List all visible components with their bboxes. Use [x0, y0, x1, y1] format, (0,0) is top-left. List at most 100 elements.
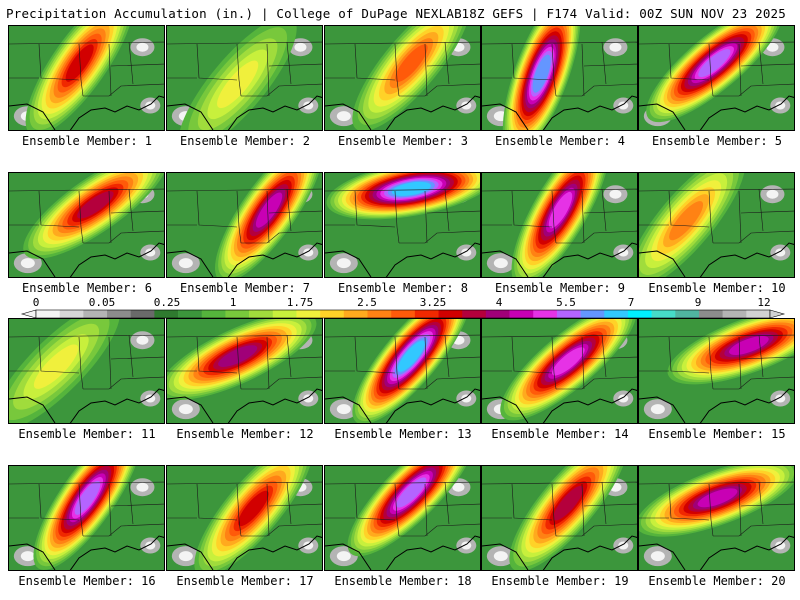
- colorbar-swatch: [130, 310, 155, 318]
- colorbar-swatch: [722, 310, 747, 318]
- member-label: Ensemble Member: 4: [494, 134, 626, 148]
- member-label: Ensemble Member: 18: [334, 574, 472, 588]
- precip-field: [639, 466, 794, 570]
- colorbar-swatch: [580, 310, 605, 318]
- colorbar-swatch: [201, 310, 226, 318]
- ensemble-map-panel: [481, 465, 638, 571]
- run-valid-time: 18Z GEFS | F174 Valid: 00Z SUN NOV 23 20…: [461, 6, 786, 21]
- precip-field: [9, 466, 164, 570]
- colorbar-min-arrow: [20, 309, 37, 319]
- colorbar-swatch: [320, 310, 345, 318]
- ensemble-map-panel: [166, 172, 323, 278]
- member-label: Ensemble Member: 14: [491, 427, 629, 441]
- member-label: Ensemble Member: 6: [21, 281, 153, 295]
- ensemble-map-panel: [638, 172, 795, 278]
- colorbar-swatch: [675, 310, 700, 318]
- colorbar-swatch: [249, 310, 274, 318]
- ensemble-map-panel: [166, 465, 323, 571]
- precip-field: [167, 26, 322, 130]
- colorbar-swatch: [604, 310, 629, 318]
- ensemble-map-panel: [324, 172, 481, 278]
- member-label: Ensemble Member: 15: [648, 427, 786, 441]
- ensemble-map-panel: [8, 25, 165, 131]
- colorbar-swatch: [391, 310, 416, 318]
- colorbar-tick-label: 0: [32, 296, 40, 309]
- ensemble-map-panel: [481, 172, 638, 278]
- colorbar-tick-label: 1: [229, 296, 237, 309]
- colorbar-swatch: [627, 310, 652, 318]
- colorbar-tick-label: 5.5: [556, 296, 576, 309]
- precip-field: [167, 319, 322, 423]
- colorbar-swatch: [556, 310, 581, 318]
- precip-field: [639, 173, 794, 277]
- precip-field: [639, 319, 794, 423]
- member-label: Ensemble Member: 1: [21, 134, 153, 148]
- ensemble-map-panel: [638, 465, 795, 571]
- member-label: Ensemble Member: 9: [494, 281, 626, 295]
- member-label: Ensemble Member: 16: [18, 574, 156, 588]
- colorbar-max-arrow: [769, 309, 786, 319]
- colorbar-swatch: [746, 310, 771, 318]
- ensemble-map-panel: [481, 318, 638, 424]
- colorbar-swatch: [367, 310, 392, 318]
- colorbar-swatch: [509, 310, 534, 318]
- precip-field: [482, 26, 637, 130]
- member-label: Ensemble Member: 7: [179, 281, 311, 295]
- ensemble-map-panel: [8, 318, 165, 424]
- precip-field: [167, 173, 322, 277]
- colorbar-swatch: [107, 310, 132, 318]
- map-header: Precipitation Accumulation (in.) | Colle…: [0, 0, 800, 24]
- colorbar-swatch: [343, 310, 368, 318]
- colorbar-tick-label: 3.25: [419, 296, 447, 309]
- member-label: Ensemble Member: 17: [176, 574, 314, 588]
- precip-field: [482, 319, 637, 423]
- colorbar-tick-label: 1.75: [286, 296, 314, 309]
- member-label: Ensemble Member: 3: [337, 134, 469, 148]
- colorbar-tick-label: 2.5: [357, 296, 377, 309]
- member-label: Ensemble Member: 12: [176, 427, 314, 441]
- colorbar-swatch: [225, 310, 250, 318]
- precip-field: [639, 26, 794, 130]
- ensemble-map-panel: [638, 318, 795, 424]
- colorbar-swatch: [36, 310, 60, 318]
- colorbar-swatch: [154, 310, 179, 318]
- ensemble-map-panel: [324, 465, 481, 571]
- member-label: Ensemble Member: 2: [179, 134, 311, 148]
- product-title: Precipitation Accumulation (in.) | Colle…: [6, 6, 462, 21]
- colorbar-swatch: [438, 310, 463, 318]
- colorbar-swatch: [272, 310, 297, 318]
- colorbar-tick-label: 0.05: [88, 296, 116, 309]
- colorbar-tick-label: 4: [495, 296, 503, 309]
- member-label: Ensemble Member: 20: [648, 574, 786, 588]
- colorbar-swatch: [533, 310, 558, 318]
- colorbar-tick-label: 7: [627, 296, 635, 309]
- member-label: Ensemble Member: 5: [651, 134, 783, 148]
- precip-field: [325, 319, 480, 423]
- ensemble-map-panel: [8, 172, 165, 278]
- colorbar-swatch: [59, 310, 84, 318]
- precip-field: [482, 466, 637, 570]
- precip-field: [482, 173, 637, 277]
- colorbar-swatch: [698, 310, 723, 318]
- precip-field: [325, 173, 480, 277]
- member-label: Ensemble Member: 19: [491, 574, 629, 588]
- colorbar-swatch: [414, 310, 439, 318]
- colorbar-swatch: [485, 310, 510, 318]
- ensemble-map-panel: [166, 318, 323, 424]
- precip-field: [325, 26, 480, 130]
- member-label: Ensemble Member: 11: [18, 427, 156, 441]
- colorbar-tick-label: 0.25: [153, 296, 181, 309]
- precip-field: [9, 26, 164, 130]
- precip-field: [9, 319, 164, 423]
- precip-field: [167, 466, 322, 570]
- colorbar-tick-label: 9: [694, 296, 702, 309]
- ensemble-map-panel: [324, 318, 481, 424]
- member-label: Ensemble Member: 10: [648, 281, 786, 295]
- colorbar-swatch: [296, 310, 321, 318]
- ensemble-map-panel: [481, 25, 638, 131]
- member-label: Ensemble Member: 13: [334, 427, 472, 441]
- precip-field: [325, 466, 480, 570]
- colorbar-swatch: [178, 310, 203, 318]
- colorbar-tick-label: 12: [757, 296, 771, 309]
- precip-field: [9, 173, 164, 277]
